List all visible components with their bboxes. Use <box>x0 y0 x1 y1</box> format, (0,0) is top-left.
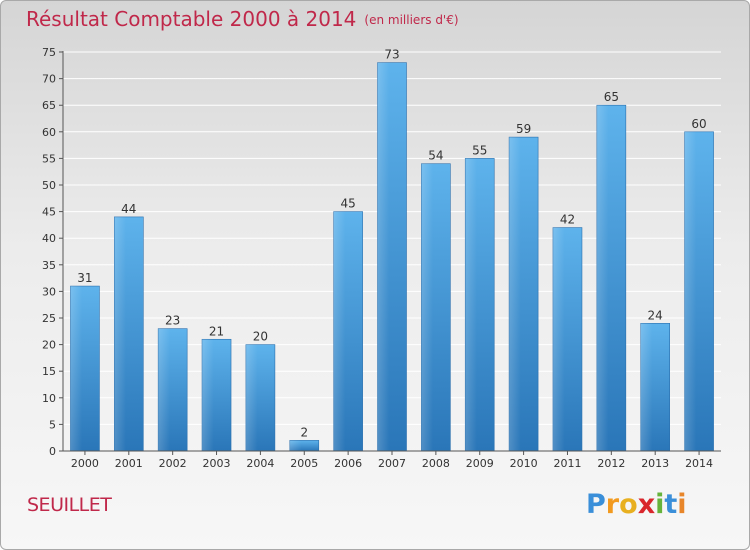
data-label-2011: 42 <box>560 213 575 227</box>
bar-highlight-2010 <box>509 137 539 451</box>
x-tick-label-2012: 2012 <box>597 457 625 470</box>
data-label-2001: 44 <box>121 202 136 216</box>
x-tick-label-2002: 2002 <box>159 457 187 470</box>
logo-letter: x <box>637 489 656 520</box>
bar-highlight-2012 <box>596 105 626 451</box>
commune-name: SEUILLET <box>27 494 112 516</box>
x-tick-label-2013: 2013 <box>641 457 669 470</box>
y-tick-label: 35 <box>42 259 56 272</box>
chart-title: Résultat Comptable 2000 à 2014 (en millie… <box>26 7 459 31</box>
x-tick-label-2008: 2008 <box>422 457 450 470</box>
bar-highlight-2011 <box>552 227 582 451</box>
x-tick-label-2000: 2000 <box>71 457 99 470</box>
x-tick-label-2014: 2014 <box>685 457 713 470</box>
y-tick-label: 70 <box>42 73 56 86</box>
y-tick-label: 0 <box>49 445 56 458</box>
axis-layer: 0 5 10 15 20 25 30 35 40 45 50 55 60 65 70 75 2000 2001 20… <box>42 46 721 470</box>
x-tick-label-2005: 2005 <box>290 457 318 470</box>
bar-highlight-2001 <box>114 216 144 451</box>
bar-highlight-2003 <box>202 339 232 451</box>
y-tick-label: 40 <box>42 232 56 245</box>
proxiti-logo[interactable]: Proxiti <box>586 489 687 520</box>
x-tick-label-2010: 2010 <box>510 457 538 470</box>
y-tick-label: 20 <box>42 339 56 352</box>
bar-highlight-2002 <box>158 328 188 451</box>
data-label-2007: 73 <box>384 48 399 62</box>
logo-letter: P <box>586 489 606 520</box>
y-tick-label: 30 <box>42 285 56 298</box>
data-label-2010: 59 <box>516 122 531 136</box>
data-label-2003: 21 <box>209 324 224 338</box>
x-tick-label-2006: 2006 <box>334 457 362 470</box>
data-label-2005: 2 <box>300 425 308 439</box>
y-tick-label: 45 <box>42 206 56 219</box>
x-tick-label-2004: 2004 <box>246 457 274 470</box>
bar-highlight-2007 <box>377 62 407 451</box>
data-label-2002: 23 <box>165 314 180 328</box>
chart-title-text: Résultat Comptable 2000 à 2014 <box>26 7 357 31</box>
bar-highlight-2014 <box>684 131 714 452</box>
y-tick-label: 25 <box>42 312 56 325</box>
y-tick-label: 5 <box>49 418 56 431</box>
bar-highlight-2008 <box>421 163 451 451</box>
data-label-2004: 20 <box>253 330 268 344</box>
x-tick-label-2011: 2011 <box>553 457 581 470</box>
x-tick-label-2003: 2003 <box>203 457 231 470</box>
chart-subtitle: (en milliers d'€) <box>364 13 459 27</box>
x-tick-label-2007: 2007 <box>378 457 406 470</box>
logo-letter: i <box>655 489 665 520</box>
logo-letter: t <box>664 489 678 520</box>
bar-highlight-2013 <box>640 323 670 451</box>
x-tick-label-2009: 2009 <box>466 457 494 470</box>
logo-letter: r <box>605 489 620 520</box>
y-tick-label: 55 <box>42 152 56 165</box>
logo-letter: o <box>619 489 638 520</box>
bar-highlight-2000 <box>70 286 100 451</box>
y-tick-label: 65 <box>42 99 56 112</box>
x-tick-label-2001: 2001 <box>115 457 143 470</box>
logo-letter: i <box>677 489 687 520</box>
data-label-2012: 65 <box>604 90 619 104</box>
bar-highlight-2009 <box>465 158 495 451</box>
y-tick-label: 15 <box>42 365 56 378</box>
data-label-2008: 54 <box>428 149 443 163</box>
data-label-2013: 24 <box>648 308 663 322</box>
y-tick-label: 10 <box>42 392 56 405</box>
data-label-2006: 45 <box>340 197 355 211</box>
data-label-2014: 60 <box>691 117 706 131</box>
bar-highlight-2004 <box>245 344 275 451</box>
y-tick-label: 60 <box>42 126 56 139</box>
bar-layer: 31 44 23 21 20 2 45 73 54 55 59 42 65 24 60 <box>70 48 714 452</box>
bar-highlight-2005 <box>289 440 319 451</box>
bar-highlight-2006 <box>333 211 363 451</box>
data-label-2000: 31 <box>77 271 92 285</box>
y-tick-label: 50 <box>42 179 56 192</box>
data-label-2009: 55 <box>472 143 487 157</box>
y-tick-label: 75 <box>42 46 56 59</box>
